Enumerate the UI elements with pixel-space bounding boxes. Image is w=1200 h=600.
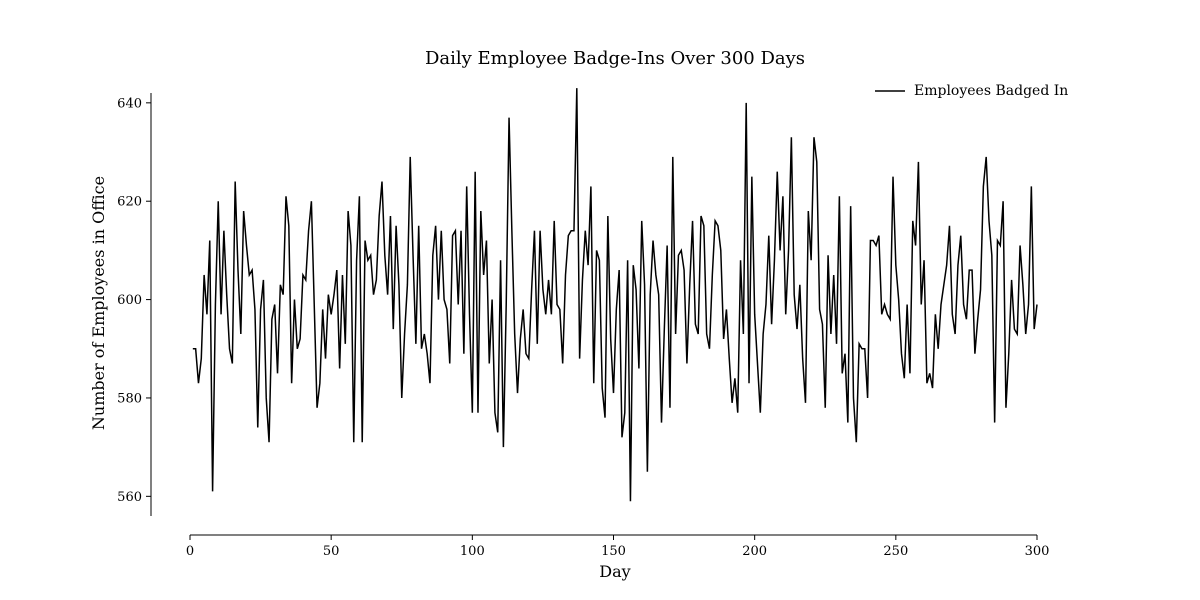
legend: Employees Badged In [875,83,1068,99]
plot-area [192,88,1038,502]
x-axis: 0 50 100 150 200 250 300 [186,534,1050,559]
x-tick-label: 200 [742,544,767,559]
y-axis-label: Number of Employees in Office [89,176,108,430]
series-line-0 [192,88,1038,502]
x-tick-label: 150 [601,544,626,559]
y-tick-label: 640 [117,96,142,111]
x-axis-label: Day [599,562,630,581]
y-tick-label: 600 [117,293,142,308]
y-tick-label: 560 [117,490,142,505]
y-axis: 560 580 600 620 640 [117,93,152,516]
x-tick-label: 0 [186,544,194,559]
x-tick-label: 250 [883,544,908,559]
x-tick-label: 300 [1025,544,1050,559]
y-tick-label: 620 [117,195,142,210]
chart-title: Daily Employee Badge-Ins Over 300 Days [425,48,805,69]
legend-label: Employees Badged In [914,83,1068,99]
x-tick-label: 100 [460,544,485,559]
x-tick-label: 50 [323,544,340,559]
y-tick-label: 580 [117,391,142,406]
